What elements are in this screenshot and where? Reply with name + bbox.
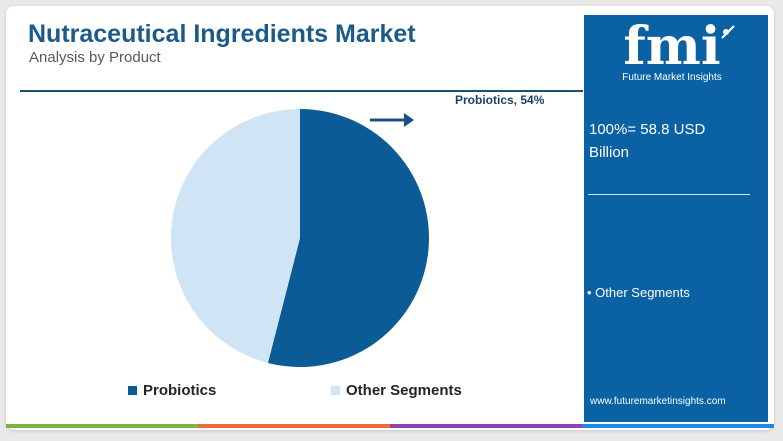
logo-spark <box>721 25 735 39</box>
legend-item-probiotics: Probiotics <box>128 382 216 399</box>
pie-chart <box>171 109 430 368</box>
strip-segment <box>6 424 198 428</box>
probiotics-callout-label: Probiotics, 54% <box>455 93 545 107</box>
strip-segment <box>582 424 774 428</box>
chart-title: Nutraceutical Ingredients Market <box>28 20 416 48</box>
legend-swatch-probiotics <box>128 386 137 395</box>
logo-wordmark: fmi <box>623 18 720 77</box>
logo-caption: Future Market Insights <box>622 72 722 83</box>
chart-card: Nutraceutical Ingredients Market Analysi… <box>6 6 774 430</box>
strip-segment <box>198 424 390 428</box>
bottom-color-strip <box>6 424 774 428</box>
fmi-logo-icon: fmi <box>623 18 735 77</box>
legend-swatch-other-segments <box>331 386 340 395</box>
market-total: 100%= 58.8 USD Billion <box>589 121 706 161</box>
segment-list: • Other Segments <box>587 285 690 300</box>
info-sidebar <box>584 15 768 422</box>
pie-slice-probiotics <box>267 109 430 368</box>
strip-segment <box>390 424 582 428</box>
segment-list-item: • Other Segments <box>587 285 690 300</box>
legend-label-other-segments: Other Segments <box>346 382 462 399</box>
pie-slice-other-segments <box>171 109 300 363</box>
chart-subtitle: Analysis by Product <box>29 49 161 66</box>
callout-arrow-icon <box>370 113 414 127</box>
title-divider <box>20 90 583 92</box>
legend-label-probiotics: Probiotics <box>143 382 217 399</box>
source-url: www.futuremarketinsights.com <box>590 396 726 407</box>
legend-item-other-segments: Other Segments <box>331 382 462 399</box>
sidebar-divider <box>588 194 750 195</box>
